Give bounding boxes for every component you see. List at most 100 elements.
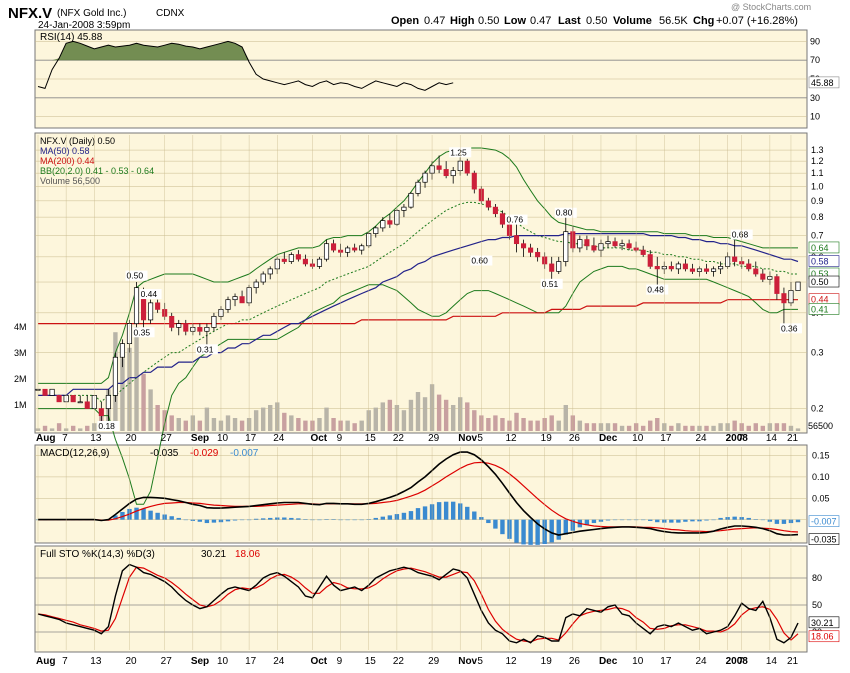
x-tick-label: Dec (599, 433, 618, 444)
candle-body (98, 408, 104, 416)
x-tick-label: Sep (191, 433, 209, 444)
volume-bar (120, 358, 125, 431)
macd-histogram-bar (436, 502, 442, 520)
x-tick-label: 27 (161, 656, 173, 667)
macd-histogram-bar (521, 519, 526, 545)
price-tick-label: 0.8 (811, 212, 824, 222)
price-right-label: 0.58 (811, 257, 829, 267)
macd-histogram-bar (450, 501, 456, 520)
open-label: Open (391, 15, 419, 27)
volume-bar (669, 425, 674, 431)
volume-bar (155, 405, 160, 431)
candle-body (415, 181, 421, 194)
candle-body (112, 356, 118, 396)
candle-body (141, 296, 147, 321)
price-annotation-label: 0.68 (732, 230, 749, 240)
x-tick-label: 19 (541, 433, 553, 444)
volume-bar (141, 373, 146, 431)
volume-bar (591, 423, 597, 431)
macd-histogram-bar (197, 519, 203, 522)
candle-body (485, 200, 491, 208)
price-annotation-label: 0.80 (556, 208, 573, 218)
macd-legend: MACD(12,26,9) -0.035 -0.029 -0.007 (40, 448, 259, 459)
x-tick-label: Dec (599, 656, 618, 667)
macd-histogram-bar (134, 507, 139, 520)
volume-bar (577, 420, 583, 431)
rsi-tick-label: 30 (810, 93, 820, 103)
watermark: @ StockCharts.com (731, 2, 811, 12)
candle-body (535, 251, 541, 258)
volume-bar (521, 418, 526, 431)
price-right-label-box (808, 303, 840, 315)
candle-body (225, 299, 231, 310)
rsi-current-label: 45.88 (811, 78, 834, 88)
price-right-label: 0.50 (811, 277, 829, 287)
candle-body (443, 169, 449, 177)
volume-bar (718, 423, 723, 431)
macd-legend-label: MACD(12,26,9) (40, 448, 109, 459)
candle-body (359, 245, 365, 251)
candle-body (689, 268, 695, 272)
macd-histogram-bar (626, 519, 632, 521)
x-tick-label: 29 (428, 433, 440, 444)
price-annotation-label: 0.35 (134, 327, 151, 337)
price-tick-label: 0.3 (811, 348, 824, 358)
volume-bar (655, 418, 660, 431)
volume-bar (626, 425, 632, 431)
sto-right-label: 18.06 (811, 632, 834, 642)
price-right-label-box (808, 241, 840, 254)
macd-histogram-bar (760, 519, 766, 521)
price-legend-volume: Volume 56,500 (40, 176, 100, 186)
volume-bar (260, 407, 266, 431)
macd-histogram-bar (781, 519, 787, 524)
volume-bar (387, 399, 393, 431)
price-right-label-box (808, 275, 840, 288)
macd-histogram-bar (296, 518, 301, 520)
volume-bar (704, 425, 709, 431)
macd-histogram-bar (401, 512, 407, 520)
x-tick-label: 7 (62, 656, 68, 667)
candle-body (675, 263, 681, 270)
price-right-label: 0.41 (811, 304, 829, 314)
x-tick-label: 29 (428, 656, 440, 667)
candle-body (718, 266, 724, 270)
candle-body (711, 268, 717, 272)
price-annotation-label: 0.36 (781, 323, 798, 333)
x-tick-label: 5 (477, 656, 483, 667)
x-tick-label: 9 (337, 656, 343, 667)
macd-histogram-bar (655, 519, 660, 523)
volume-bar (373, 407, 378, 431)
candle-body (70, 395, 76, 403)
macd-histogram-bar (795, 519, 801, 523)
x-tick-label: Sep (191, 656, 209, 667)
macd-tick-label: 0.05 (812, 493, 830, 503)
candle-body (373, 227, 379, 234)
volume-bar (56, 423, 62, 431)
volume-bar (78, 428, 83, 431)
volume-bar (683, 425, 688, 431)
exchange-name: CDNX (156, 8, 185, 19)
candle-body (133, 287, 140, 324)
volume-bar (640, 425, 646, 431)
x-tick-label: 7 (738, 433, 744, 444)
candle-body (176, 323, 182, 328)
chg-label: Chg (693, 15, 714, 27)
candle-body (155, 302, 161, 310)
chart-datetime: 24-Jan-2008 3:59pm (38, 20, 130, 31)
macd-histogram-bar (493, 519, 498, 529)
volume-bar (289, 415, 294, 431)
macd-histogram-bar (514, 519, 519, 543)
candle-body (84, 401, 90, 409)
candle-body (513, 235, 520, 245)
volume-bar (760, 425, 766, 431)
x-tick-label: 17 (660, 656, 672, 667)
volume-bar (415, 392, 421, 431)
high-label: High (450, 15, 475, 27)
candle-body (668, 266, 674, 270)
price-annotation-label: 1.25 (450, 147, 467, 157)
quote-bar: Open 0.47 High 0.50 Low 0.47 Last 0.50 V… (391, 15, 798, 27)
candle-body (640, 249, 646, 255)
candle-body (260, 273, 266, 283)
macd-histogram-bar (345, 519, 350, 521)
